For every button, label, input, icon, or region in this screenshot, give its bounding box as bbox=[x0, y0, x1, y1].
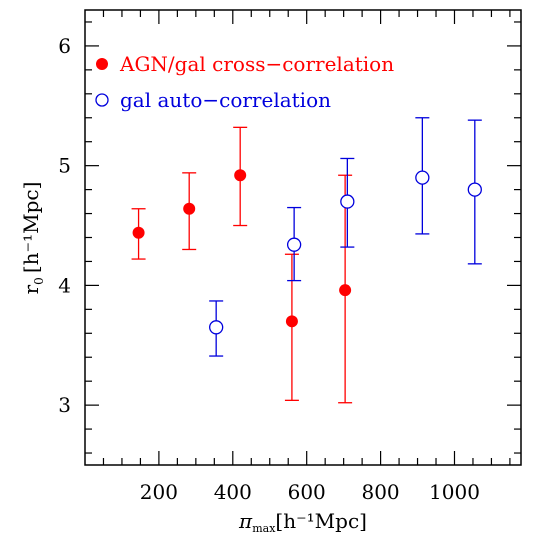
legend: AGN/gal cross−correlation gal auto−corre… bbox=[95, 52, 394, 112]
y-axis-unit: [h⁻¹Mpc] bbox=[19, 182, 43, 274]
y-axis-symbol: r bbox=[19, 284, 43, 294]
x-axis-unit: [h⁻¹Mpc] bbox=[275, 509, 367, 533]
x-axis-symbol: π bbox=[238, 509, 253, 533]
plot-frame bbox=[84, 9, 522, 466]
y-tick-label: 5 bbox=[58, 154, 71, 178]
point-auto-correlation bbox=[340, 194, 355, 209]
y-tick-label: 6 bbox=[58, 34, 71, 58]
x-tick-label: 200 bbox=[140, 480, 178, 504]
point-cross-correlation bbox=[183, 202, 196, 215]
point-auto-correlation bbox=[415, 170, 430, 185]
point-cross-correlation bbox=[132, 226, 145, 239]
legend-label-auto: gal auto−correlation bbox=[120, 88, 331, 112]
axis-ticks bbox=[85, 10, 521, 465]
x-tick-label: 1000 bbox=[429, 480, 480, 504]
point-cross-correlation bbox=[234, 169, 247, 182]
x-axis-label: πmax[h⁻¹Mpc] bbox=[238, 509, 367, 535]
point-cross-correlation bbox=[339, 284, 352, 297]
y-tick-label: 3 bbox=[58, 393, 71, 417]
y-tick-label: 4 bbox=[58, 273, 71, 297]
y-axis-label: r0 [h⁻¹Mpc] bbox=[19, 182, 46, 295]
legend-marker-cross bbox=[96, 58, 108, 70]
point-auto-correlation bbox=[467, 182, 482, 197]
point-cross-correlation bbox=[285, 315, 298, 328]
x-tick-label: 800 bbox=[361, 480, 399, 504]
point-auto-correlation bbox=[209, 320, 224, 335]
y-axis-subscript: 0 bbox=[32, 277, 46, 285]
error-bars bbox=[131, 117, 482, 404]
legend-label-cross: AGN/gal cross−correlation bbox=[119, 52, 394, 76]
x-tick-label: 600 bbox=[288, 480, 326, 504]
data-points bbox=[132, 169, 482, 335]
legend-marker-auto bbox=[95, 93, 109, 107]
x-tick-label: 400 bbox=[214, 480, 252, 504]
x-axis-subscript: max bbox=[252, 522, 276, 535]
axis-tick-labels: 200 400 600 800 1000 3 4 5 6 bbox=[58, 34, 480, 504]
point-auto-correlation bbox=[286, 237, 302, 252]
